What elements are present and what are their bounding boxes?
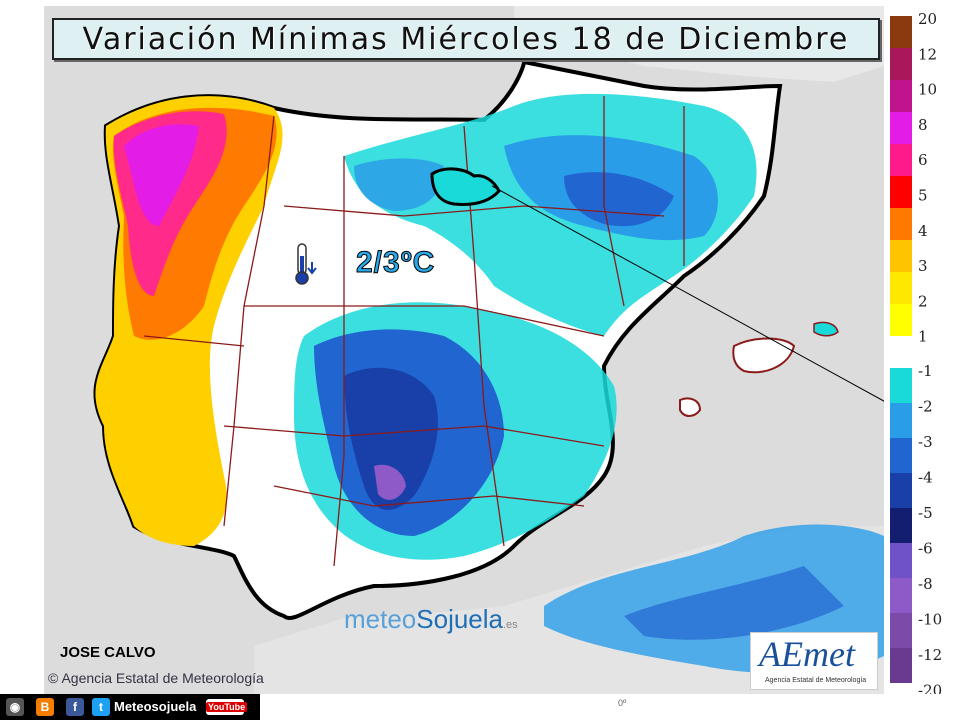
legend-label: 8 xyxy=(918,116,928,134)
instagram-icon[interactable]: ◉ xyxy=(6,698,24,716)
legend-swatch-negative xyxy=(890,578,912,613)
la-rioja-outline xyxy=(430,167,501,206)
copyright-label: © Agencia Estatal de Meteorología xyxy=(48,670,264,686)
map-title: Variación Mínimas Miércoles 18 de Diciem… xyxy=(82,21,850,57)
brand-watermark: meteoSojuela.es xyxy=(344,604,518,635)
legend-label: -3 xyxy=(918,433,933,451)
legend-swatch-positive xyxy=(890,48,912,80)
legend-swatch-positive xyxy=(890,240,912,272)
legend-label: -10 xyxy=(918,611,942,629)
legend-label: -6 xyxy=(918,540,933,558)
legend-label: 3 xyxy=(918,257,928,275)
legend-swatch-positive xyxy=(890,112,912,144)
legend-swatch-positive xyxy=(890,16,912,48)
legend-swatch-positive xyxy=(890,208,912,240)
twitter-icon[interactable]: t xyxy=(92,698,110,716)
legend-swatch-positive xyxy=(890,144,912,176)
colder-area-ebro xyxy=(564,172,674,227)
hottest-area-galicia xyxy=(124,124,199,226)
youtube-icon[interactable]: YouTube xyxy=(206,699,248,715)
title-box: Variación Mínimas Miércoles 18 de Diciem… xyxy=(52,18,880,60)
brand-suffix: .es xyxy=(503,619,518,631)
legend-swatch-positive xyxy=(890,272,912,304)
extreme-cold-spot xyxy=(374,464,406,500)
copyright-text: Agencia Estatal de Meteorología xyxy=(61,670,264,686)
legend-label: 12 xyxy=(918,45,937,63)
legend-swatch-positive xyxy=(890,176,912,208)
legend-label: 6 xyxy=(918,151,928,169)
legend-swatch-negative xyxy=(890,368,912,403)
legend-swatch-negative xyxy=(890,543,912,578)
thermometer-icon xyxy=(295,243,317,285)
color-legend: 20 12 10 8 6 5 4 3 2 1 -1 -2 -3 -4 -5 -6 -8 -10 -12 -20 xyxy=(886,6,960,700)
youtube-label: YouTube xyxy=(206,702,248,712)
legend-label: -12 xyxy=(918,646,942,664)
legend-label: 4 xyxy=(918,222,928,240)
brand-part2: Sojuela xyxy=(416,604,503,634)
legend-swatch-positive xyxy=(890,304,912,336)
aemet-subtitle: Agencia Estatal de Meteorología xyxy=(765,677,867,684)
legend-label: -1 xyxy=(918,362,933,380)
legend-swatch-negative xyxy=(890,438,912,473)
social-handle[interactable]: Meteosojuela xyxy=(114,699,197,714)
menorca-island xyxy=(813,321,839,337)
legend-scale: 20 12 10 8 6 5 4 3 2 1 -1 -2 -3 -4 -5 -6 -8 -10 -12 -20 xyxy=(890,10,942,700)
legend-label: -20 xyxy=(918,682,942,695)
legend-swatch-negative xyxy=(890,473,912,508)
legend-label: -4 xyxy=(918,469,933,487)
social-bar: ◉ B f t Meteosojuela YouTube xyxy=(0,694,260,720)
africa-colder-area xyxy=(624,566,844,640)
legend-label: -8 xyxy=(918,575,933,593)
aemet-logo: AEmet xyxy=(759,634,855,674)
facebook-icon[interactable]: f xyxy=(66,698,84,716)
legend-label: 1 xyxy=(918,328,928,346)
legend-swatch-positive xyxy=(890,80,912,112)
legend-label: 20 xyxy=(918,10,937,28)
legend-label: 10 xyxy=(918,81,937,99)
legend-swatch-negative xyxy=(890,403,912,438)
pointer-line xyxy=(491,185,884,402)
longitude-label: 0º xyxy=(618,698,627,708)
temperature-annotation: 2/3ºC xyxy=(355,246,436,280)
coldest-area-south xyxy=(344,367,438,510)
aemet-logo-box: AEmet Agencia Estatal de Meteorología xyxy=(750,632,878,690)
blogger-icon[interactable]: B xyxy=(36,698,54,716)
mallorca-island xyxy=(732,337,796,374)
copyright-icon: © xyxy=(48,670,59,686)
legend-label: -2 xyxy=(918,398,933,416)
legend-swatch-negative xyxy=(890,613,912,648)
author-label: JOSE CALVO xyxy=(60,644,156,661)
legend-label: 5 xyxy=(918,187,928,205)
legend-label: 2 xyxy=(918,292,928,310)
legend-swatch-negative xyxy=(890,648,912,683)
ibiza-island xyxy=(679,397,702,417)
cold-area-duero xyxy=(354,158,444,211)
legend-label: -5 xyxy=(918,504,933,522)
brand-part1: meteo xyxy=(344,604,417,634)
legend-swatch-negative xyxy=(890,508,912,543)
temperature-map xyxy=(44,6,884,694)
